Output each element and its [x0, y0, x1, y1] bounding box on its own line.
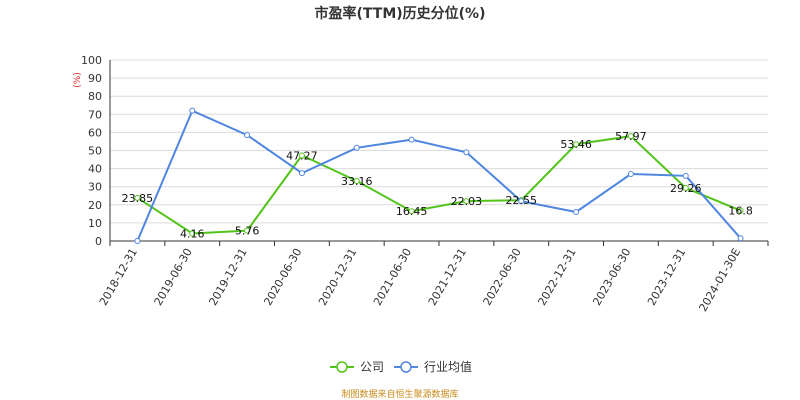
- y-tick-label: 90: [88, 72, 102, 85]
- data-point: [408, 136, 415, 143]
- data-point: [573, 141, 580, 148]
- y-tick-label: 70: [88, 108, 102, 121]
- y-tick-label: 80: [88, 90, 102, 103]
- data-label: 57.97: [615, 130, 647, 143]
- x-tick-label: 2024-01-30E: [696, 246, 743, 314]
- data-label: 23.85: [122, 192, 154, 205]
- data-point: [134, 194, 141, 201]
- x-tick-label: 2021-12-31: [426, 246, 469, 308]
- data-point: [298, 152, 305, 159]
- y-tick-label: 30: [88, 181, 102, 194]
- y-tick-label: 40: [88, 163, 102, 176]
- data-point: [573, 209, 580, 216]
- x-tick-label: 2023-06-30: [590, 246, 633, 308]
- x-tick-label: 2019-12-31: [206, 246, 249, 308]
- data-label: 53.46: [560, 138, 592, 151]
- x-tick-label: 2021-06-30: [371, 246, 414, 308]
- series-layer: [134, 107, 744, 244]
- data-label: 33.16: [341, 175, 373, 188]
- x-tick-label: 2023-12-31: [645, 246, 688, 308]
- data-point: [408, 208, 415, 215]
- data-point: [737, 235, 744, 242]
- x-tick-label: 2022-12-31: [535, 246, 578, 308]
- data-point: [353, 144, 360, 151]
- y-axis: 0 10 20 30 40 50 60 70 80 90 100: [81, 54, 111, 248]
- y-tick-label: 0: [95, 235, 102, 248]
- x-tick-label: 2018-12-31: [97, 246, 140, 308]
- legend-label: 行业均值: [424, 359, 472, 374]
- legend-marker-icon: [336, 361, 348, 373]
- data-point: [463, 198, 470, 205]
- data-point: [737, 207, 744, 214]
- data-point: [627, 171, 634, 178]
- data-point: [518, 198, 525, 205]
- data-label: 22.03: [451, 195, 483, 208]
- legend-marker-icon: [400, 361, 412, 373]
- data-labels: 23.85 4.16 5.76 47.27 33.16 16.45 22.03 22.55 53…: [122, 130, 753, 240]
- y-tick-label: 50: [88, 145, 102, 158]
- series-line-industry-average: [136, 109, 742, 242]
- legend[interactable]: 公司 行业均值: [330, 359, 472, 374]
- data-point: [682, 185, 689, 192]
- source-note: 制图数据来自恒生聚源数据库: [341, 388, 458, 400]
- data-point: [189, 230, 196, 237]
- x-tick-label: 2020-12-31: [316, 246, 359, 308]
- data-point: [463, 149, 470, 156]
- data-label: 4.16: [180, 227, 205, 240]
- y-axis-unit: (%): [73, 72, 83, 88]
- x-axis: 2018-12-31 2019-06-30 2019-12-31 2020-06-30…: [97, 240, 769, 314]
- y-tick-label: 100: [81, 54, 102, 67]
- data-point: [627, 133, 634, 140]
- chart-title: 市盈率(TTM)历史分位(%): [315, 5, 486, 22]
- x-tick-label: 2020-06-30: [261, 246, 304, 308]
- data-point: [244, 227, 251, 234]
- data-label: 47.27: [286, 149, 318, 162]
- series-line-company: [136, 135, 741, 235]
- data-label: 29.26: [670, 182, 702, 195]
- data-point: [682, 172, 689, 179]
- legend-item-company[interactable]: 公司: [330, 360, 384, 374]
- y-tick-label: 60: [88, 126, 102, 139]
- data-point: [298, 170, 305, 177]
- data-label: 22.55: [506, 194, 538, 207]
- x-tick-label: 2019-06-30: [152, 246, 195, 308]
- data-point: [134, 238, 141, 244]
- legend-item-industry-average[interactable]: 行业均值: [394, 359, 472, 374]
- grid-lines: [110, 59, 768, 224]
- data-label: 5.76: [235, 225, 260, 238]
- data-point: [244, 132, 251, 139]
- y-tick-label: 10: [88, 217, 102, 230]
- data-point: [189, 107, 196, 114]
- data-point: [353, 177, 360, 184]
- data-label: 16.45: [396, 205, 428, 218]
- x-tick-label: 2022-06-30: [481, 246, 524, 308]
- y-tick-label: 20: [88, 199, 102, 212]
- data-label: 16.8: [728, 205, 753, 218]
- legend-label: 公司: [360, 360, 384, 374]
